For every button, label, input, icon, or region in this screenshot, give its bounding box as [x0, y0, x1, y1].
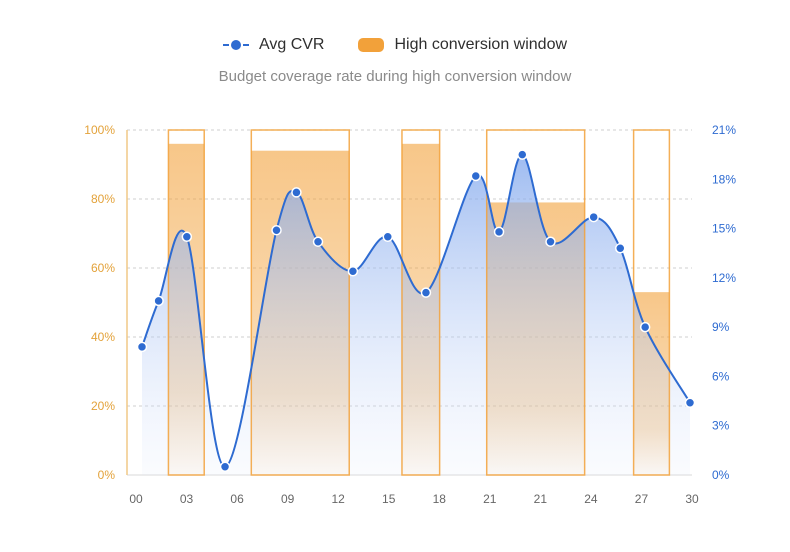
left-axis-tick-label: 80%: [91, 192, 115, 206]
legend-item-avg-cvr[interactable]: Avg CVR: [222, 36, 325, 54]
right-axis-tick-label: 18%: [712, 172, 736, 186]
bar-window-frame-5: [632, 129, 671, 476]
legend-item-high-conversion-window[interactable]: High conversion window: [358, 36, 567, 54]
legend: Avg CVR High conversion window: [0, 36, 790, 54]
right-axis-tick-label: 6%: [712, 369, 730, 383]
cvr-point-10: [420, 287, 432, 298]
x-axis-tick-label: 27: [635, 492, 649, 506]
cvr-point-15: [588, 211, 599, 223]
cvr-point-1: [136, 341, 148, 353]
left-axis-tick-label: 40%: [91, 330, 115, 344]
bar-window-frame-1: [167, 129, 205, 476]
x-axis-tick-label: 12: [332, 492, 346, 506]
cvr-point-18: [684, 397, 696, 408]
cvr-point-17: [639, 321, 651, 333]
x-axis-tick-label: 30: [685, 492, 699, 506]
cvr-point-5: [271, 224, 282, 236]
left-axis-tick-label: 0%: [98, 468, 116, 482]
right-axis-tick-label: 9%: [712, 320, 730, 334]
cvr-point-14: [545, 236, 556, 247]
cvr-point-4: [219, 461, 231, 473]
cvr-point-3: [181, 231, 193, 243]
cvr-point-2: [153, 295, 164, 307]
x-axis-tick-label: 00: [129, 492, 143, 506]
line-marker-icon: [222, 39, 249, 51]
right-axis-tick-label: 0%: [712, 468, 730, 482]
legend-label-high-conversion-window: High conversion window: [394, 36, 568, 53]
right-axis-tick-label: 21%: [712, 123, 736, 137]
cvr-point-9: [382, 231, 394, 243]
cvr-point-12: [493, 226, 505, 238]
cvr-point-7: [312, 236, 324, 247]
cvr-point-16: [615, 243, 626, 254]
bar-window-frame-3: [401, 129, 441, 476]
left-axis-tick-label: 60%: [91, 261, 115, 275]
x-axis-tick-label: 21: [534, 492, 548, 506]
right-axis: 0% 3% 6% 9% 12% 15% 18% 21%: [712, 123, 736, 482]
bar-frames: [167, 129, 671, 476]
x-axis-tick-label: 06: [230, 492, 244, 506]
bar-window-frame-2: [250, 129, 350, 476]
right-axis-tick-label: 3%: [712, 419, 730, 433]
left-axis: 0% 20% 40% 60% 80% 100%: [84, 123, 128, 482]
x-axis-tick-label: 24: [584, 492, 598, 506]
x-axis-tick-label: 09: [281, 492, 295, 506]
x-axis: 00 03 06 09 12 15 18 21 21 24 27 30: [129, 492, 699, 506]
chart-title: Budget coverage rate during high convers…: [218, 68, 572, 85]
cvr-points: [136, 149, 696, 473]
right-axis-tick-label: 15%: [712, 222, 736, 236]
cvr-point-8: [347, 266, 359, 277]
cvr-point-11: [470, 170, 482, 182]
bar-window-frame-4: [485, 129, 586, 476]
x-axis-tick-label: 18: [433, 492, 447, 506]
x-axis-tick-label: 03: [180, 492, 194, 506]
left-axis-tick-label: 20%: [91, 399, 115, 413]
left-axis-tick-label: 100%: [84, 123, 115, 137]
x-axis-tick-label: 21: [483, 492, 497, 506]
legend-label-avg-cvr: Avg CVR: [258, 36, 325, 53]
right-axis-tick-label: 12%: [712, 271, 736, 285]
x-axis-tick-label: 15: [382, 492, 396, 506]
cvr-point-13: [517, 149, 528, 160]
cvr-point-6: [291, 187, 302, 198]
bar-swatch-icon: [358, 38, 385, 52]
